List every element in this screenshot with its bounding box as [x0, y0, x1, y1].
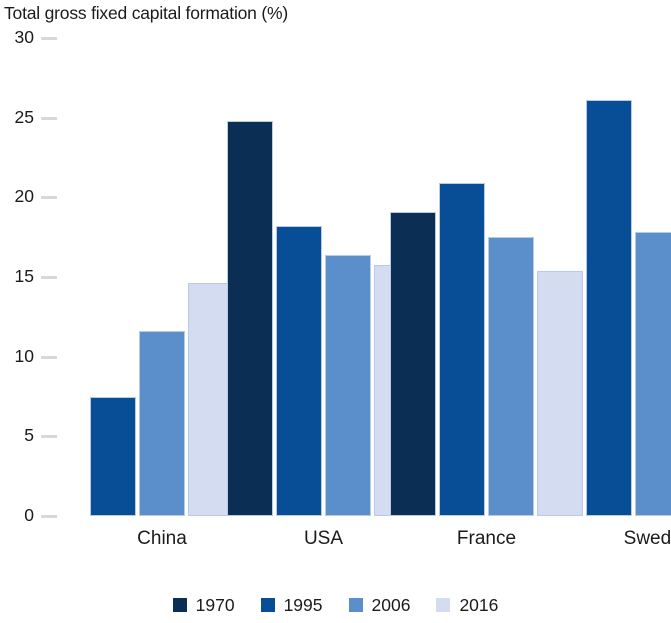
bar-usa-1970 [227, 120, 273, 516]
bar-sweden-2006 [635, 232, 671, 516]
legend-swatch-icon [436, 598, 451, 612]
legend-label: 2006 [371, 595, 411, 615]
legend-item-1970[interactable]: 1970 [172, 595, 235, 615]
bar-china-1995 [90, 396, 136, 516]
bar-france-2006 [488, 237, 534, 516]
legend-label: 2016 [459, 595, 499, 615]
y-tick-mark [41, 37, 57, 40]
bar-france-2016 [537, 270, 583, 516]
bar-usa-2006 [325, 254, 371, 516]
legend-swatch-icon [348, 598, 363, 612]
x-axis-label-france: France [456, 528, 517, 549]
y-tick-label: 0 [24, 505, 34, 525]
y-tick-label: 10 [14, 345, 34, 366]
y-tick-mark [41, 515, 57, 518]
bar-china-2006 [139, 331, 185, 516]
legend-item-1995[interactable]: 1995 [260, 595, 323, 615]
legend-label: 1995 [283, 595, 323, 615]
y-tick-mark [41, 355, 57, 359]
y-axis: 0 5 10 15 20 25 30 [0, 0, 34, 623]
y-tick-mark [41, 276, 57, 279]
chart-title: Total gross fixed capital formation (%) [4, 3, 288, 23]
legend-item-2006[interactable]: 2006 [348, 595, 411, 615]
y-tick-label: 5 [24, 425, 34, 446]
x-axis-label-usa: USA [303, 528, 344, 549]
y-tick-label: 25 [14, 106, 34, 127]
bar-sweden-1995 [586, 100, 632, 516]
bar-france-1995 [439, 182, 485, 516]
legend-swatch-icon [172, 598, 187, 612]
y-tick-mark [41, 435, 57, 439]
legend-label: 1970 [195, 595, 235, 615]
legend-item-2016[interactable]: 2016 [436, 596, 498, 614]
x-axis-label-sweden: Sweden [623, 528, 671, 549]
legend-swatch-icon [260, 598, 275, 612]
bar-usa-1995 [276, 226, 322, 516]
y-tick-label: 20 [14, 186, 34, 207]
y-tick-mark [41, 116, 57, 120]
y-tick-label: 30 [14, 27, 34, 47]
x-axis-label-china: China [137, 528, 187, 549]
legend: 1970 1995 2006 2016 [0, 596, 671, 614]
y-tick-mark [41, 196, 57, 200]
bar-france-1970 [390, 211, 436, 516]
y-tick-label: 15 [14, 266, 34, 286]
